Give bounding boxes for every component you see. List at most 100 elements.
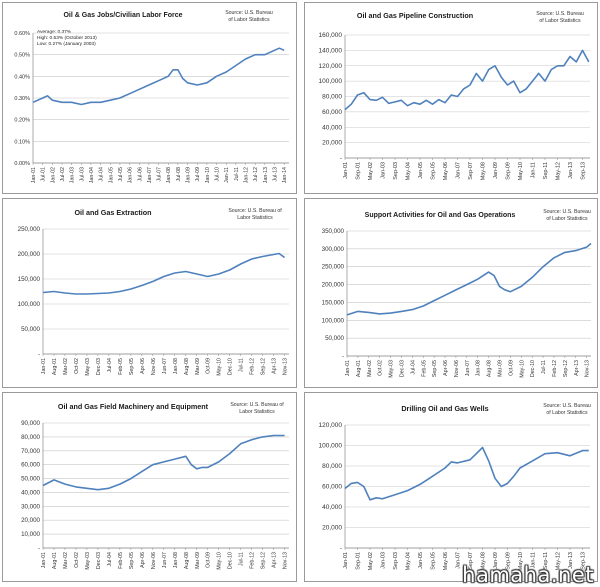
chart-svg-2: Oil and Gas Pipeline Construction Source:… [319,11,590,180]
x-tick-label: May-10 [518,162,524,180]
x-tick-label: Jan-03 [70,167,76,183]
y-tick-label: 80,000 [322,463,342,470]
x-tick-label: May-03 [85,552,91,570]
x-tick-label: Jul-05 [118,167,124,181]
chart-svg-4: Support Activities for Oil and Gas Opera… [322,209,592,378]
x-tick-label: Jan-08 [173,552,179,568]
source-label: Source: U.S. Bureau [543,209,591,215]
x-tick-label: Jan-13 [263,167,269,183]
x-tick-label: Jul-10 [215,167,221,181]
chart-panel-3: Oil and Gas Extraction Source: U.S. Burea… [2,198,297,388]
x-tick-label: Feb-05 [118,358,124,375]
chart-panel-5: Oil and Gas Field Machinery and Equipmen… [2,392,297,582]
x-tick-label: Oct-09 [206,552,212,568]
x-tick-label: Mar-02 [63,358,69,375]
y-tick-label: 160,000 [319,32,343,39]
y-tick-label: 90,000 [21,420,40,427]
x-tick-label: Jan-06 [128,167,134,183]
y-tick-label: 20,000 [21,517,40,524]
x-tick-label: Jan-13 [568,162,574,179]
stat-note: Average: 0.37% [37,29,72,35]
chart-title: Oil and Gas Extraction [74,208,151,217]
y-tick-label: 0.40% [14,74,30,80]
y-tick-label: 120,000 [319,63,343,70]
x-tick-label: May-02 [368,552,374,570]
x-tick-label: Sep-07 [468,162,474,180]
x-tick-label: Dec-03 [96,358,102,375]
x-tick-label: Apr-13 [574,360,580,376]
source-label: Source: U.S. Bureau [536,11,584,17]
chart-title: Drilling Oil and Gas Wells [401,404,488,413]
y-tick-label: 20,000 [322,140,342,147]
y-tick-label: 10,000 [21,531,40,538]
chart-panel-6: Drilling Oil and Gas Wells Source: U.S. B… [304,392,598,582]
x-tick-label: Nov-06 [151,552,157,569]
x-tick-label: Nov-13 [283,358,289,375]
x-tick-label: Dec-10 [228,358,234,375]
x-tick-label: Nov-13 [585,360,591,377]
x-tick-label: Jan-08 [166,167,172,183]
x-tick-label: Jan-13 [568,552,574,569]
series-line [346,242,592,316]
x-tick-label: Jan-01 [41,358,47,374]
x-tick-label: Oct-09 [206,358,212,374]
x-tick-label: Dec-03 [96,552,102,569]
chart-panel-2: Oil and Gas Pipeline Construction Source:… [304,2,598,194]
x-tick-label: Jul-13 [273,167,279,181]
y-tick-label: 300,000 [322,246,345,253]
x-tick-label: Sep-13 [581,162,587,180]
x-tick-label: Sep-03 [393,162,399,180]
x-tick-label: Jan-05 [418,552,424,569]
x-tick-label: Jul-04 [107,552,113,566]
x-tick-label: Sep-05 [432,360,438,377]
y-tick-label: 120,000 [319,422,343,429]
x-tick-label: Oct-02 [378,360,384,376]
x-tick-label: Feb-12 [250,358,256,375]
x-tick-label: Feb-12 [552,360,558,377]
series-line [42,252,286,295]
y-tick-label: - [340,155,342,162]
x-tick-label: May-03 [389,360,395,378]
chart-title: Oil & Gas Jobs/Civilian Labor Force [63,12,182,19]
series-line [32,47,285,106]
x-tick-label: Apr-06 [443,360,449,376]
x-tick-label: Mar-02 [367,360,373,377]
x-tick-label: Jul-01 [41,167,47,181]
stat-note: High: 0.53% (October 2013) [37,35,97,41]
x-tick-label: May-08 [481,162,487,180]
source-label: of Labor Statistics [546,410,588,416]
y-tick-label: - [38,545,40,552]
y-tick-label: 50,000 [21,326,40,333]
x-tick-label: Jul-11 [239,552,245,566]
x-tick-label: Aug-01 [52,552,58,569]
x-tick-label: Jan-09 [493,162,499,179]
y-tick-label: 60,000 [322,109,342,116]
x-tick-label: Dec-10 [530,360,536,377]
x-tick-label: Apr-13 [272,552,278,568]
x-tick-label: Jan-05 [418,162,424,179]
x-tick-label: Apr-06 [140,358,146,374]
x-tick-label: Jan-07 [456,552,462,569]
x-tick-label: May-03 [85,358,91,376]
x-tick-label: Jan-11 [531,162,537,178]
y-tick-label: 80,000 [21,434,40,441]
chart-title: Support Activities for Oil and Gas Opera… [365,212,516,219]
y-tick-label: 0.10% [14,139,30,145]
x-tick-label: Jan-08 [173,358,179,374]
x-tick-label: Mar-09 [498,360,504,377]
x-tick-label: May-10 [518,552,524,570]
x-tick-label: Dec-10 [228,552,234,569]
y-tick-label: 30,000 [21,503,40,510]
x-tick-label: Jan-09 [186,167,192,183]
y-tick-label: - [38,351,40,358]
y-tick-label: 140,000 [319,47,343,54]
x-tick-label: Sep-01 [356,162,362,180]
series-line [42,434,285,491]
chart-svg-5: Oil and Gas Field Machinery and Equipmen… [21,402,289,570]
chart-title: Oil and Gas Field Machinery and Equipmen… [58,402,209,411]
x-tick-label: May-10 [519,360,525,378]
x-tick-label: Dec-03 [399,360,405,377]
y-tick-label: 60,000 [21,462,40,469]
x-tick-label: Sep-11 [543,162,549,179]
y-tick-label: 0.60% [14,31,30,37]
